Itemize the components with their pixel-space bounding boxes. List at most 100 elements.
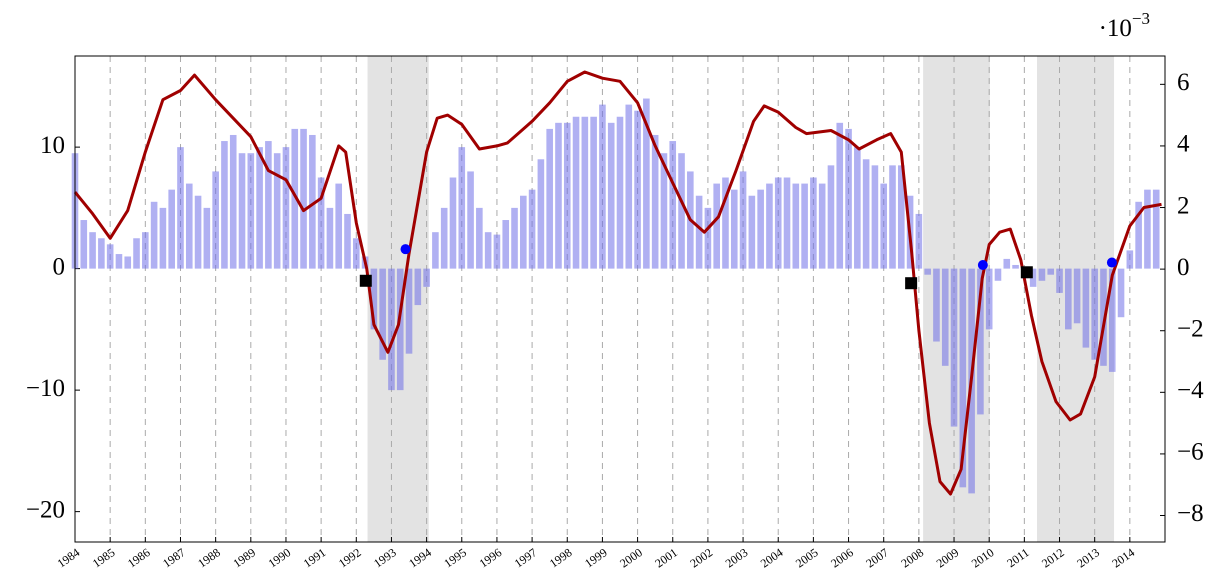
- bar: [1029, 268, 1037, 287]
- bar: [423, 268, 430, 287]
- x-tick-label: 1990: [266, 545, 294, 570]
- x-tick-label: 2007: [863, 545, 891, 570]
- bar: [467, 171, 474, 269]
- bar: [1117, 268, 1125, 318]
- bar: [722, 177, 729, 269]
- x-tick-label: 2008: [898, 545, 926, 570]
- bar: [959, 268, 967, 488]
- y2-tick-label: 4: [1177, 131, 1190, 158]
- bar: [528, 189, 536, 269]
- x-tick-label: 1987: [160, 545, 188, 570]
- bar: [555, 122, 562, 269]
- bar: [651, 134, 659, 269]
- point: [905, 277, 918, 290]
- line: [73, 70, 1162, 496]
- bar: [168, 189, 175, 269]
- bar: [862, 159, 870, 269]
- bar: [344, 213, 351, 269]
- bar: [300, 128, 307, 269]
- bar: [757, 189, 764, 269]
- x-tick-label: 1988: [195, 545, 223, 570]
- bar: [880, 183, 888, 269]
- bar: [889, 165, 896, 269]
- bar: [405, 268, 413, 354]
- bar: [1126, 250, 1134, 269]
- x-tick-label: 2004: [758, 545, 786, 570]
- bar: [150, 201, 158, 269]
- point: [359, 274, 372, 287]
- bar: [607, 122, 615, 269]
- plot-frame: [74, 55, 1166, 543]
- bar: [897, 165, 905, 269]
- bar: [836, 122, 844, 269]
- point: [1020, 266, 1033, 279]
- x-tick-label: 1993: [371, 545, 399, 570]
- x-tick-label: 2013: [1074, 545, 1102, 570]
- x-tick-label: 1991: [301, 545, 329, 570]
- bar: [1073, 268, 1081, 324]
- bar: [730, 189, 738, 269]
- bar: [1091, 268, 1098, 360]
- x-tick-label: 2014: [1109, 545, 1137, 570]
- bar: [159, 207, 167, 269]
- y2-tick-label: −6: [1177, 439, 1204, 466]
- bar: [739, 171, 747, 269]
- x-tick-label: 2011: [1004, 545, 1031, 570]
- x-tick-label: 2006: [828, 545, 856, 570]
- bar: [115, 254, 123, 269]
- bar: [563, 122, 571, 269]
- x-tick-label: 1996: [477, 545, 505, 570]
- y2-tick-label: 6: [1177, 69, 1190, 96]
- bar: [432, 232, 439, 269]
- bar: [994, 268, 1002, 281]
- bar: [106, 244, 114, 269]
- bar: [133, 238, 140, 269]
- bar: [273, 153, 281, 269]
- x-tick-label: 2005: [793, 545, 821, 570]
- bar: [502, 220, 510, 269]
- bar: [1047, 268, 1055, 275]
- bar: [309, 134, 316, 269]
- bar: [810, 177, 817, 269]
- bar: [142, 232, 149, 269]
- y2-tick-label: −8: [1177, 500, 1204, 527]
- bar: [1082, 268, 1090, 348]
- x-tick-label: 2000: [617, 545, 645, 570]
- y-tick-label: −20: [26, 496, 65, 523]
- bar: [458, 147, 466, 269]
- y2-scale-label: ·10−3: [1099, 9, 1150, 42]
- bar: [827, 165, 835, 269]
- bar: [194, 195, 202, 269]
- bar: [370, 268, 378, 330]
- bar: [977, 268, 984, 415]
- bar: [871, 165, 879, 269]
- bar: [950, 268, 958, 427]
- bar: [660, 153, 668, 269]
- bar: [317, 177, 325, 269]
- bar: [511, 207, 518, 269]
- bar: [326, 207, 334, 269]
- point: [1106, 257, 1117, 268]
- bar: [185, 183, 193, 269]
- x-tick-label: 2002: [688, 545, 716, 570]
- bar: [537, 159, 545, 269]
- bar: [924, 268, 931, 275]
- bar: [704, 207, 712, 269]
- bar: [915, 213, 923, 269]
- bar: [933, 268, 940, 342]
- y2-tick-label: −2: [1177, 315, 1204, 342]
- bar: [484, 232, 492, 269]
- bar: [616, 116, 624, 269]
- bar: [265, 141, 272, 269]
- y2-tick-label: 2: [1177, 192, 1190, 219]
- bar: [669, 141, 677, 269]
- bar: [89, 232, 96, 269]
- bar: [766, 183, 773, 269]
- x-tick-label: 1984: [55, 545, 83, 570]
- bar: [212, 171, 219, 269]
- bar: [581, 116, 589, 269]
- x-tick-label: 1999: [582, 545, 610, 570]
- bar: [801, 183, 808, 269]
- bar: [282, 147, 290, 269]
- bar: [695, 195, 703, 269]
